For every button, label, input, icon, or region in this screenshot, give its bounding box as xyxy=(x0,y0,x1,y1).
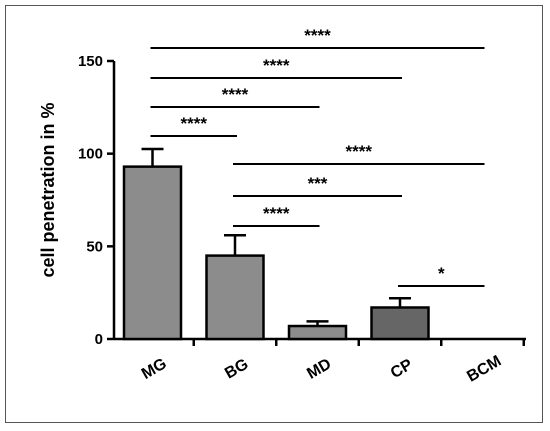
bar-cp xyxy=(370,306,430,341)
y-tick-label: 150 xyxy=(78,53,103,70)
bar-chart: cell penetration in % 0 50 100 150 MG BG MD CP B… xyxy=(38,26,526,386)
x-tick-label: CP xyxy=(388,356,416,382)
y-tick-label: 50 xyxy=(86,238,103,255)
significance-label: **** xyxy=(263,56,290,75)
y-axis-label: cell penetration in % xyxy=(38,102,58,277)
bar-mg xyxy=(122,165,183,341)
significance-label: **** xyxy=(263,204,290,223)
significance-label: **** xyxy=(304,26,331,45)
bars xyxy=(122,165,430,341)
significance-label: **** xyxy=(181,114,208,133)
bar-bg xyxy=(205,254,265,341)
significance-label: **** xyxy=(346,142,373,161)
x-tick-label: MD xyxy=(304,356,334,383)
x-tick-label: BG xyxy=(222,356,251,383)
x-tick-label: MG xyxy=(139,355,170,383)
y-tick-label: 100 xyxy=(78,146,103,163)
significance-label: **** xyxy=(222,85,249,104)
significance-label: *** xyxy=(308,174,328,193)
x-tick-label: BCM xyxy=(464,353,504,386)
y-tick-label: 0 xyxy=(95,331,103,348)
error-bars xyxy=(141,147,411,327)
significance-brackets: **************************** xyxy=(150,26,485,287)
figure-frame: cell penetration in % 0 50 100 150 MG BG MD CP B… xyxy=(5,5,543,423)
bar-md xyxy=(287,324,348,341)
significance-label: * xyxy=(438,264,445,283)
